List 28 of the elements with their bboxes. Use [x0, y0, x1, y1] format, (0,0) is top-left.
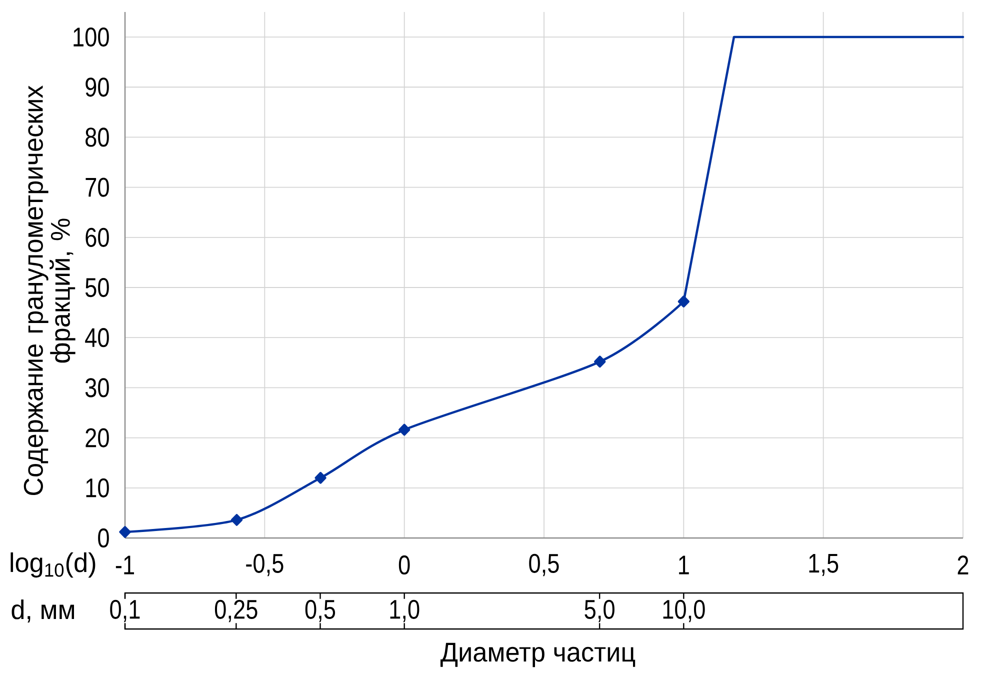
y-tick-label: 90	[86, 78, 109, 97]
y-tick-label: 60	[86, 228, 109, 247]
x-tick-label: 0,5	[529, 554, 559, 576]
x2-tick-label: 0,5	[305, 600, 336, 622]
y-tick-label: 0	[98, 528, 109, 548]
text: Диаметр частиц	[440, 642, 636, 668]
y-tick-label: 30	[85, 378, 109, 398]
x-tick-label: 2	[958, 556, 968, 574]
x2-tick-label: 0,25	[214, 600, 258, 622]
x2-axis-title: d, мм	[12, 599, 74, 622]
x-tick-label: -1	[116, 556, 134, 574]
y-tick-label: 70	[86, 178, 109, 197]
x-tick-label: 0	[398, 555, 410, 575]
x-tick-label: 1,5	[809, 554, 838, 576]
x2-tick-label: 5,0	[584, 600, 614, 622]
y-tick-label: 20	[86, 428, 109, 448]
x-axis-title: log$_{10}$(d)	[10, 552, 96, 578]
x2-tick-label: 0,1	[110, 600, 140, 622]
y-tick-label: 50	[85, 278, 109, 298]
y-tick-label: 10	[86, 478, 109, 498]
y-tick-label: 40	[85, 328, 109, 348]
x-tick-label: -0,5	[246, 554, 284, 576]
y-axis-title: Содержание гранулометрических фракций, %	[24, 85, 76, 496]
x2-tick-label: 10,0	[663, 600, 705, 622]
x-tick-label: 1	[679, 556, 689, 574]
y-tick-label: 80	[86, 128, 109, 147]
y-tick-label: 100	[74, 27, 109, 47]
x2-tick-label: 1,0	[390, 600, 420, 622]
